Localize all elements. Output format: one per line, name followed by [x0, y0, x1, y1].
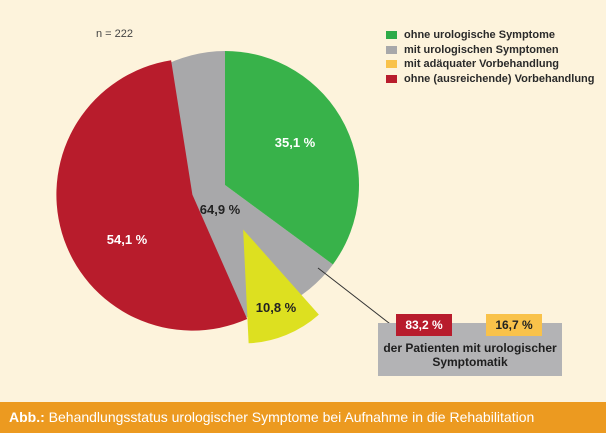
- legend-label: ohne urologische Symptome: [404, 29, 555, 42]
- figure-caption: Abb.: Behandlungsstatus urologischer Sym…: [0, 402, 606, 433]
- legend-label: mit adäquater Vorbehandlung: [404, 58, 560, 71]
- pie-slice-no-treatment: [56, 60, 248, 331]
- legend-item-with-symptoms: mit urologischen Symptomen: [386, 43, 594, 58]
- callout-yellow-badge: 16,7 %: [486, 314, 542, 336]
- callout-text: der Patienten mit urologischer Symptomat…: [378, 341, 562, 369]
- legend-swatch: [386, 74, 397, 83]
- callout-connector-line: [317, 267, 399, 331]
- legend-item-adequate-treatment: mit adäquater Vorbehandlung: [386, 57, 594, 72]
- legend-item-no-symptoms: ohne urologische Symptome: [386, 28, 594, 43]
- pie-chart: 35,1 % 64,9 % 54,1 % 10,8 %: [56, 50, 399, 344]
- legend-swatch: [386, 45, 397, 54]
- value-label-with-symptoms: 64,9 %: [200, 202, 241, 217]
- callout-text-line1: der Patienten mit urologischer: [383, 341, 557, 355]
- value-label-no-treatment: 54,1 %: [107, 232, 148, 247]
- legend-swatch: [386, 60, 397, 69]
- pie-slice-no-symptoms: [225, 51, 359, 265]
- sample-size-label: n = 222: [96, 28, 134, 40]
- caption-text: Behandlungsstatus urologischer Symptome …: [44, 409, 535, 425]
- legend-item-no-treatment: ohne (ausreichende) Vorbehandlung: [386, 72, 594, 87]
- legend-swatch: [386, 31, 397, 40]
- legend-label: ohne (ausreichende) Vorbehandlung: [404, 72, 595, 85]
- value-label-adequate-treatment: 10,8 %: [256, 300, 297, 315]
- callout-text-line2: Symptomatik: [432, 355, 508, 369]
- value-label-no-symptoms: 35,1 %: [275, 135, 316, 150]
- pie-slice-adequate-treatment: [243, 229, 319, 344]
- legend: ohne urologische Symptome mit urologisch…: [386, 28, 594, 86]
- callout-red-badge: 83,2 %: [396, 314, 452, 336]
- legend-label: mit urologischen Symptomen: [404, 43, 559, 56]
- caption-prefix: Abb.:: [9, 409, 45, 425]
